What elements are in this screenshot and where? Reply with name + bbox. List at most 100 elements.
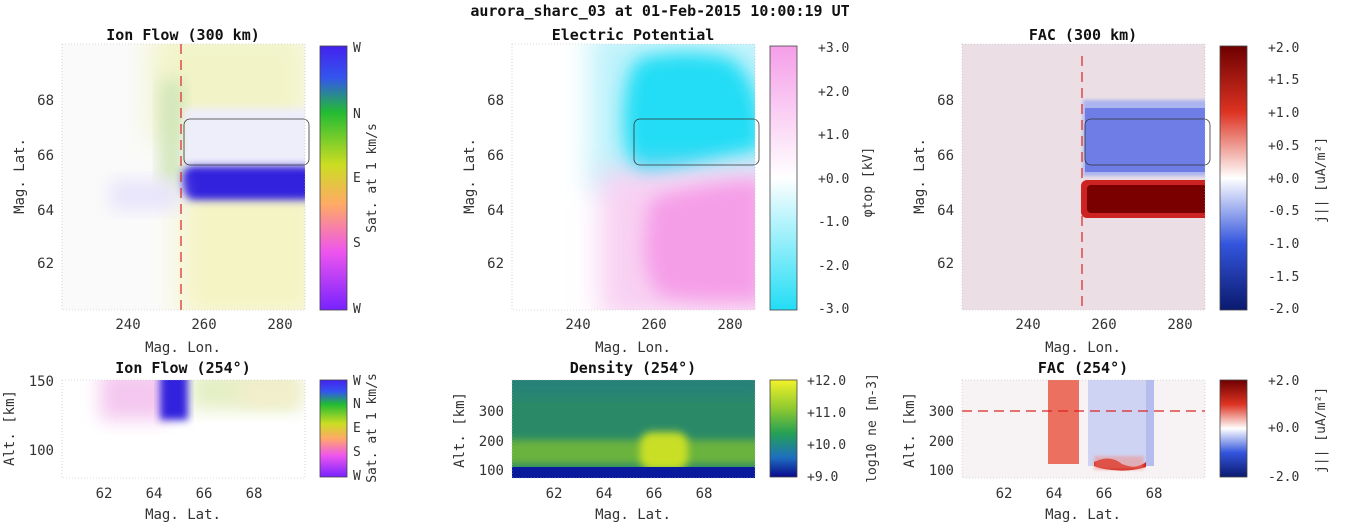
x-tick-label: 280 <box>717 317 742 333</box>
x-tick-label: 66 <box>646 486 663 502</box>
colorbar-tick-label: +0.0 <box>1268 172 1299 187</box>
downward-current-region <box>1085 108 1205 172</box>
x-axis-label: Mag. Lat. <box>145 507 221 523</box>
colorbar-tick-label: +0.5 <box>1268 139 1299 154</box>
y-axis: 300 200 100 Alt. [km] <box>452 392 504 479</box>
y-tick-label: 100 <box>29 443 54 459</box>
west-flow-edge <box>110 180 180 210</box>
axes-frames <box>61 43 1206 479</box>
upper-thinning <box>512 380 755 395</box>
colorbar-tick-label: -2.0 <box>1268 470 1299 485</box>
x-axis-label: Mag. Lat. <box>595 507 671 523</box>
colorbar-tick-label: W <box>353 302 361 317</box>
y-tick-label: 66 <box>37 148 54 164</box>
x-tick-label: 260 <box>641 317 666 333</box>
colorbar-gradient <box>1219 379 1248 478</box>
y-tick-label: 62 <box>37 256 54 272</box>
y-tick-label: 62 <box>937 256 954 272</box>
y-tick-label: 68 <box>37 93 54 109</box>
colorbar-tick-label: W <box>353 374 361 389</box>
colorbar-tick-label: +0.0 <box>1268 421 1299 436</box>
y-axis-label: Mag. Lat. <box>912 138 928 214</box>
colorbar: +12.0 +11.0 +10.0 +9.0 log10 ne [m-3] <box>769 373 880 485</box>
x-axis: 240 260 280 Mag. Lon. <box>565 317 742 356</box>
y-tick-label: 64 <box>487 203 504 219</box>
heatmap-field <box>62 380 305 478</box>
positive-potential-region <box>644 180 755 301</box>
y-tick-label: 66 <box>937 148 954 164</box>
x-axis-label: Mag. Lat. <box>1045 507 1121 523</box>
y-tick-label: 100 <box>929 463 954 479</box>
y-axis: 300 200 100 Alt. [km] <box>902 392 954 479</box>
panel-title: Density (254°) <box>570 359 696 377</box>
heatmap-field <box>512 380 755 478</box>
y-tick-label: 62 <box>487 256 504 272</box>
x-tick-label: 66 <box>196 486 213 502</box>
weak-west-flow-region <box>184 108 305 166</box>
panel-fac-254: FAC (254°) 62 64 66 68 Mag. Lat. 300 200… <box>902 359 1329 523</box>
downward-current-sheet <box>1088 380 1154 466</box>
y-tick-label: 64 <box>37 203 54 219</box>
colorbar-tick-label: E <box>353 421 361 436</box>
x-axis: 62 64 66 68 Mag. Lat. <box>546 486 713 523</box>
y-tick-label: 200 <box>479 434 504 450</box>
colorbar-tick-label: S <box>353 236 361 251</box>
y-tick-label: 300 <box>479 404 504 420</box>
x-tick-label: 240 <box>565 317 590 333</box>
colorbar-tick-label: +1.0 <box>818 128 849 143</box>
x-axis-label: Mag. Lon. <box>1045 340 1121 356</box>
colorbar-tick-label: -2.0 <box>1268 302 1299 317</box>
colorbar-gradient <box>319 45 348 311</box>
y-axis-label: Alt. [km] <box>902 392 918 468</box>
y-axis: 68 66 64 62 Mag. Lat. <box>462 93 504 272</box>
colorbar-tick-label: E <box>353 171 361 186</box>
panel-title: Ion Flow (254°) <box>115 359 250 377</box>
x-tick-label: 62 <box>996 486 1013 502</box>
colorbar-tick-label: +2.0 <box>1268 41 1299 56</box>
panel-title: FAC (254°) <box>1038 359 1128 377</box>
heatmap-field <box>962 44 1205 310</box>
colorbar-tick-label: W <box>353 469 361 484</box>
colorbar-gradient <box>769 45 798 311</box>
colorbar: +2.0 +1.5 +1.0 +0.5 +0.0 -0.5 -1.0 -1.5 … <box>1219 41 1329 317</box>
y-axis-label: Alt. [km] <box>2 390 18 466</box>
low-density-floor <box>512 467 755 478</box>
arc-outline <box>1084 118 1211 166</box>
heatmap-field <box>512 44 755 310</box>
y-axis: 68 66 64 62 Mag. Lat. <box>12 93 54 272</box>
colorbar: +3.0 +2.0 +1.0 +0.0 -1.0 -2.0 -3.0 φtop … <box>769 41 876 317</box>
colorbar-tick-label: +11.0 <box>807 406 846 421</box>
x-tick-label: 68 <box>246 486 263 502</box>
colorbar-gradient <box>1219 45 1248 311</box>
x-axis-label: Mag. Lon. <box>145 340 221 356</box>
colorbar-tick-label: N <box>353 397 361 412</box>
colorbar-label: log10 ne [m-3] <box>865 373 880 483</box>
y-tick-label: 150 <box>29 374 54 390</box>
upward-current-core <box>1087 185 1205 213</box>
x-tick-label: 66 <box>1096 486 1113 502</box>
y-axis-label: Mag. Lat. <box>12 138 28 214</box>
colorbar-tick-label: +2.0 <box>818 85 849 100</box>
colorbar-tick-label: +10.0 <box>807 438 846 453</box>
colorbar-label: j|| [uA/m²] <box>1314 387 1329 473</box>
colorbar-tick-label: +1.5 <box>1268 73 1299 88</box>
y-tick-label: 100 <box>479 463 504 479</box>
colorbar-tick-label: -1.0 <box>1268 237 1299 252</box>
x-axis: 62 64 66 68 Mag. Lat. <box>996 486 1163 523</box>
north-flow-haze <box>160 80 184 190</box>
panel-density-254: Density (254°) 62 64 66 68 Mag. Lat. 300… <box>452 359 880 523</box>
colorbar-tick-label: -3.0 <box>818 302 849 317</box>
x-tick-label: 68 <box>1146 486 1163 502</box>
x-tick-label: 240 <box>1015 317 1040 333</box>
y-axis: 68 66 64 62 Mag. Lat. <box>912 93 954 272</box>
x-tick-label: 62 <box>546 486 563 502</box>
colorbar-label: Sat. at 1 km/s <box>365 373 380 483</box>
colorbar-tick-label: -2.0 <box>818 259 849 274</box>
west-flow-haze <box>100 380 170 420</box>
colorbar-tick-label: S <box>353 445 361 460</box>
x-tick-label: 62 <box>96 486 113 502</box>
y-tick-label: 66 <box>487 148 504 164</box>
colorbar-tick-label: -1.5 <box>1268 270 1299 285</box>
colorbar-gradient <box>769 379 798 478</box>
